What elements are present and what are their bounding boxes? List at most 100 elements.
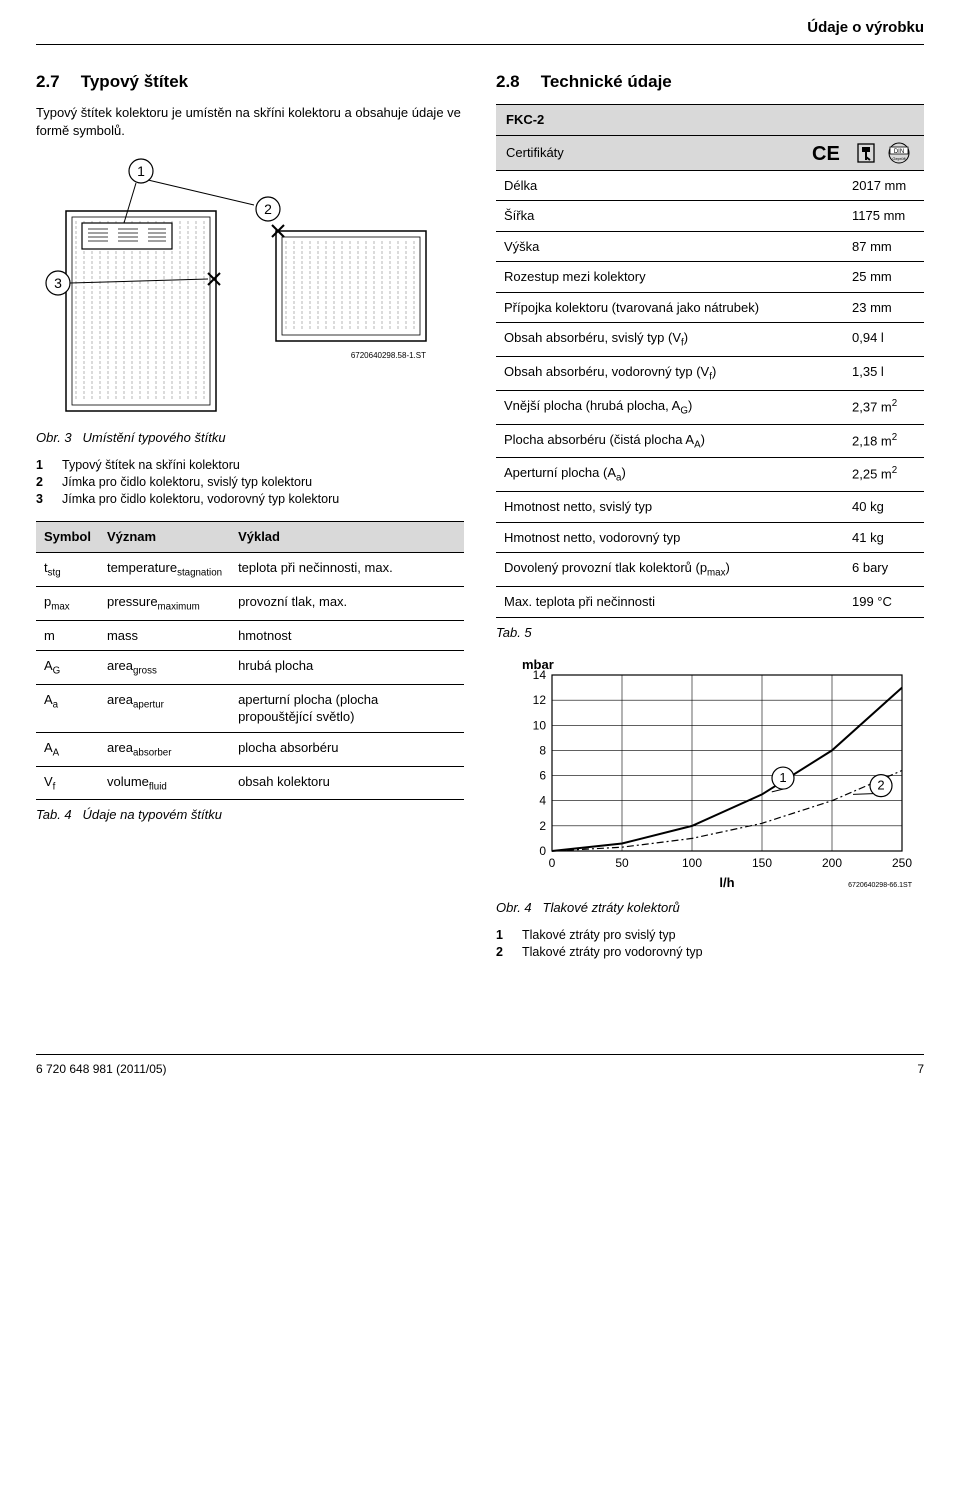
svg-text:l/h: l/h xyxy=(719,875,734,890)
svg-text:2: 2 xyxy=(877,778,884,793)
table-row: tstgtemperaturestagnationteplota při neč… xyxy=(36,553,464,587)
figure-4-caption-prefix: Obr. 4 xyxy=(496,900,532,915)
explain-cell: aperturní plocha (plocha propouštějící s… xyxy=(230,684,464,732)
spec-value: 23 mm xyxy=(844,292,924,323)
sym-cell: AA xyxy=(36,732,99,766)
table-4-text: Údaje na typovém štítku xyxy=(83,807,222,822)
cert-marks: CE DIN Geprüft xyxy=(812,142,914,164)
table-row: AGareagrosshrubá plocha xyxy=(36,651,464,685)
svg-text:4: 4 xyxy=(539,794,546,808)
page-footer: 6 720 648 981 (2011/05) 7 xyxy=(36,1054,924,1077)
two-column-layout: 2.7 Typový štítek Typový štítek kolektor… xyxy=(36,71,924,974)
table-5-caption: Tab. 5 xyxy=(496,624,924,642)
table-row: Vfvolumefluidobsah kolektoru xyxy=(36,766,464,800)
svg-text:CE: CE xyxy=(812,143,840,164)
page-header: Údaje o výrobku xyxy=(36,18,924,45)
svg-text:250: 250 xyxy=(892,856,912,870)
meaning-cell: areaapertur xyxy=(99,684,230,732)
table-row: AAareaabsorberplocha absorbéru xyxy=(36,732,464,766)
spec-label: Plocha absorbéru (čistá plocha AA) xyxy=(496,424,844,458)
legend-key: 2 xyxy=(496,944,510,961)
svg-text:100: 100 xyxy=(682,856,702,870)
svg-text:0: 0 xyxy=(539,844,546,858)
legend-row: 2Jímka pro čidlo kolektoru, svislý typ k… xyxy=(36,474,464,491)
table-row: Dovolený provozní tlak kolektorů (pmax)6… xyxy=(496,553,924,587)
legend-row: 3 Jímka pro čidlo kolektoru, vodorovný ty… xyxy=(36,491,464,508)
explain-cell: obsah kolektoru xyxy=(230,766,464,800)
symbol-table: Symbol Význam Výklad tstgtemperaturestag… xyxy=(36,521,464,800)
sym-cell: Vf xyxy=(36,766,99,800)
figure-4-caption: Obr. 4 Tlakové ztráty kolektorů xyxy=(496,899,924,917)
sym-cell: tstg xyxy=(36,553,99,587)
spec-label: Hmotnost netto, vodorovný typ xyxy=(496,522,844,553)
sym-cell: m xyxy=(36,620,99,651)
legend-text: Typový štítek na skříni kolektoru xyxy=(62,457,240,474)
meaning-cell: temperaturestagnation xyxy=(99,553,230,587)
svg-text:2: 2 xyxy=(539,819,546,833)
keymark-icon xyxy=(856,142,876,164)
model-name: FKC-2 xyxy=(496,105,924,136)
figure-3-legend: 1Typový štítek na skříni kolektoru2Jímka… xyxy=(36,457,464,508)
right-column: 2.8 Technické údaje FKC-2 Certifikáty CE xyxy=(496,71,924,974)
section-title: Typový štítek xyxy=(81,72,188,91)
svg-text:12: 12 xyxy=(533,693,547,707)
legend-text: Tlakové ztráty pro vodorovný typ xyxy=(522,944,703,961)
table-row: Vnější plocha (hrubá plocha, AG)2,37 m2 xyxy=(496,390,924,424)
spec-value: 40 kg xyxy=(844,492,924,523)
spec-table: Délka2017 mmŠířka1175 mmVýška87 mmRozest… xyxy=(496,171,924,618)
svg-text:200: 200 xyxy=(822,856,842,870)
table-row: Obsah absorbéru, vodorovný typ (Vf)1,35 … xyxy=(496,357,924,391)
table-row: Hmotnost netto, vodorovný typ41 kg xyxy=(496,522,924,553)
spec-value: 2,25 m2 xyxy=(844,458,924,492)
section-number: 2.8 xyxy=(496,71,536,94)
syms-col-explain: Výklad xyxy=(230,522,464,553)
explain-cell: hmotnost xyxy=(230,620,464,651)
cert-label: Certifikáty xyxy=(506,144,564,162)
table-row: Délka2017 mm xyxy=(496,171,924,201)
svg-text:6720640298-66.1ST: 6720640298-66.1ST xyxy=(848,882,913,889)
legend-key: 3 xyxy=(36,491,50,508)
meaning-cell: areagross xyxy=(99,651,230,685)
svg-text:Geprüft: Geprüft xyxy=(892,156,906,161)
table-row: Plocha absorbéru (čistá plocha AA)2,18 m… xyxy=(496,424,924,458)
section-2-7-heading: 2.7 Typový štítek xyxy=(36,71,464,94)
table-row: Šířka1175 mm xyxy=(496,201,924,232)
spec-value: 25 mm xyxy=(844,262,924,293)
table-row: Hmotnost netto, svislý typ40 kg xyxy=(496,492,924,523)
legend-text: Tlakové ztráty pro svislý typ xyxy=(522,927,676,944)
meaning-cell: volumefluid xyxy=(99,766,230,800)
figure-3-caption-text: Umístění typového štítku xyxy=(83,430,226,445)
table-4-caption: Tab. 4 Údaje na typovém štítku xyxy=(36,806,464,824)
table-row: Rozestup mezi kolektory25 mm xyxy=(496,262,924,293)
table-row: Max. teplota při nečinnosti199 °C xyxy=(496,587,924,618)
spec-value: 2,37 m2 xyxy=(844,390,924,424)
spec-value: 2017 mm xyxy=(844,171,924,201)
table-row: Přípojka kolektoru (tvarovaná jako nátru… xyxy=(496,292,924,323)
table-4-prefix: Tab. 4 xyxy=(36,807,72,822)
svg-text:8: 8 xyxy=(539,744,546,758)
legend-text: Jímka pro čidlo kolektoru, vodorovný typ… xyxy=(62,491,339,508)
figure-3-caption: Obr. 3 Umístění typového štítku xyxy=(36,429,464,447)
svg-text:50: 50 xyxy=(615,856,629,870)
legend-key: 1 xyxy=(496,927,510,944)
spec-label: Rozestup mezi kolektory xyxy=(496,262,844,293)
syms-col-symbol: Symbol xyxy=(36,522,99,553)
spec-value: 2,18 m2 xyxy=(844,424,924,458)
legend-text: Jímka pro čidlo kolektoru, svislý typ ko… xyxy=(62,474,312,491)
sym-cell: pmax xyxy=(36,586,99,620)
fig3-code: 6720640298.58-1.ST xyxy=(351,351,426,360)
spec-label: Max. teplota při nečinnosti xyxy=(496,587,844,618)
pressure-loss-chart: mbar0246810121405010015020025012l/h67206… xyxy=(496,653,924,893)
svg-text:3: 3 xyxy=(54,275,62,291)
spec-label: Obsah absorbéru, svislý typ (Vf) xyxy=(496,323,844,357)
explain-cell: provozní tlak, max. xyxy=(230,586,464,620)
spec-label: Aperturní plocha (Aa) xyxy=(496,458,844,492)
meaning-cell: mass xyxy=(99,620,230,651)
spec-value: 41 kg xyxy=(844,522,924,553)
spec-label: Délka xyxy=(496,171,844,201)
figure-3: 1 2 3 6720640298.58-1.ST xyxy=(36,153,464,423)
spec-value: 199 °C xyxy=(844,587,924,618)
figure-4-legend: 1 Tlakové ztráty pro svislý typ 2 Tlakové z… xyxy=(496,927,924,961)
figure-4-caption-text: Tlakové ztráty kolektorů xyxy=(543,900,680,915)
svg-text:10: 10 xyxy=(533,718,547,732)
